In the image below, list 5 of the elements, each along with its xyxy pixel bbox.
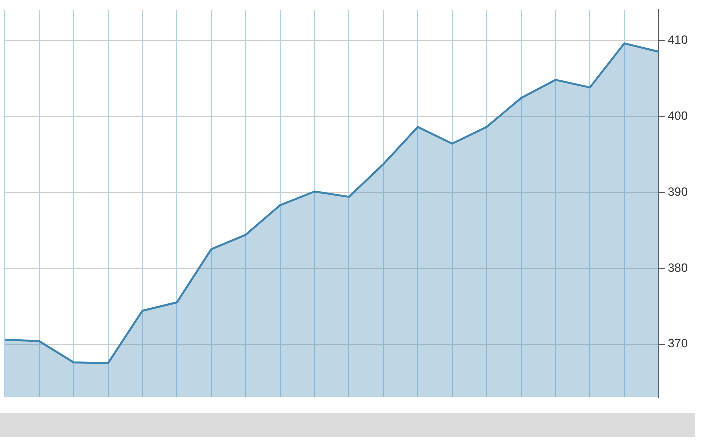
y-tick-label: 390 bbox=[668, 184, 688, 199]
y-tick-label: 370 bbox=[668, 336, 688, 351]
y-tick-label: 400 bbox=[668, 108, 688, 123]
y-tick-label: 380 bbox=[668, 260, 688, 275]
y-tick-label: 410 bbox=[668, 32, 688, 47]
